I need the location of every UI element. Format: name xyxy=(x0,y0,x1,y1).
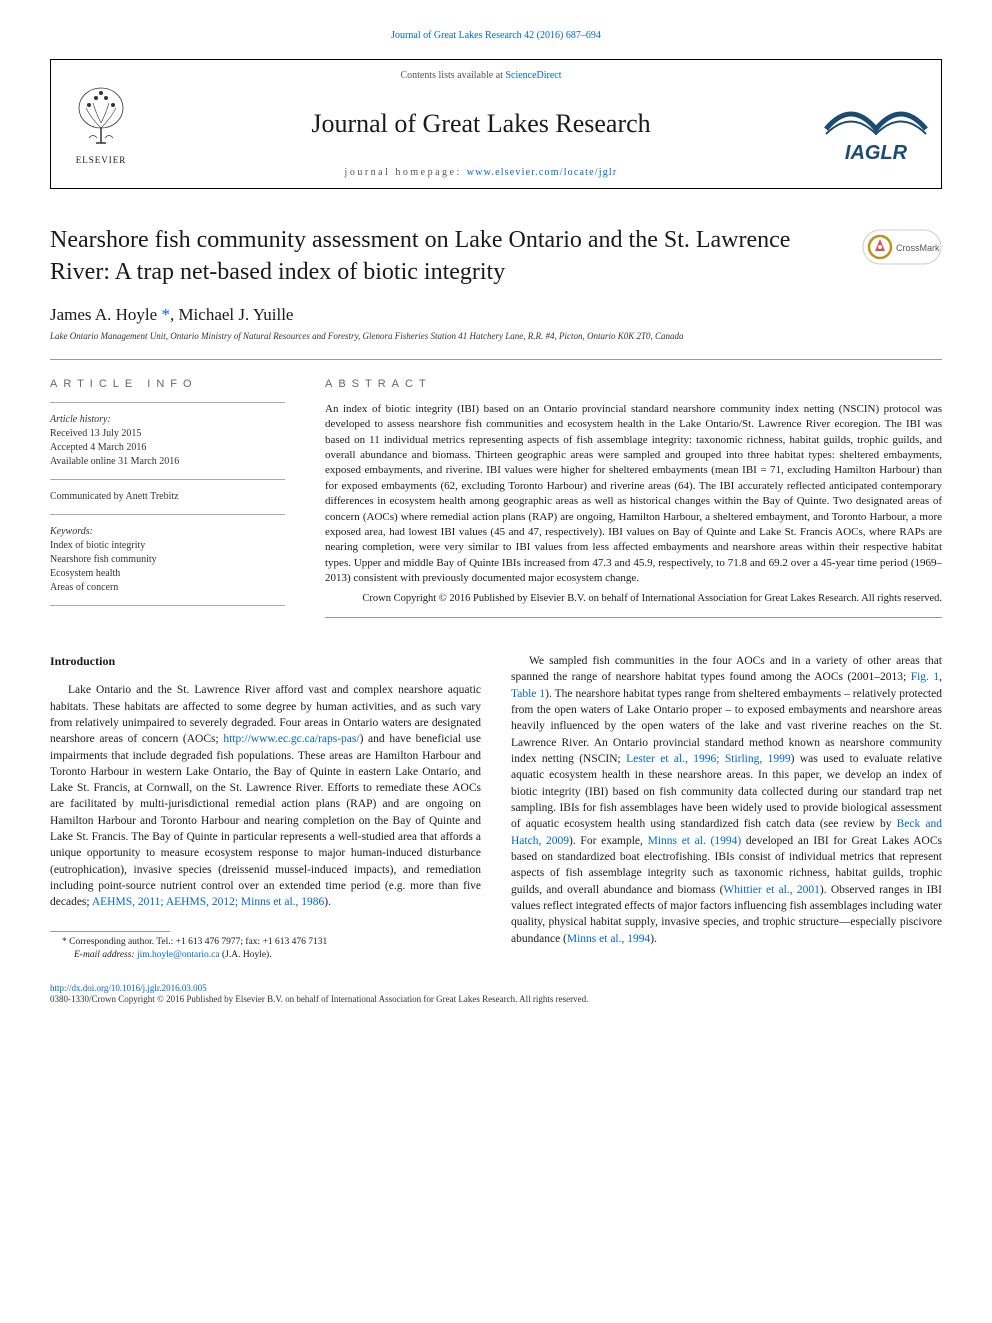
body-paragraph-2: We sampled fish communities in the four … xyxy=(511,653,942,947)
email-label: E-mail address: xyxy=(74,950,137,960)
citation-link[interactable]: Lester et al., 1996; Stirling, 1999 xyxy=(626,753,791,765)
citation-link[interactable]: Whittier et al., 2001 xyxy=(723,884,819,896)
elsevier-logo: ELSEVIER xyxy=(51,60,151,188)
aoc-url-link[interactable]: http://www.ec.gc.ca/raps-pas/ xyxy=(223,733,359,745)
citation-link[interactable]: Minns et al., 1994 xyxy=(567,933,650,945)
svg-text:IAGLR: IAGLR xyxy=(845,142,908,164)
journal-header-box: ELSEVIER Contents lists available at Sci… xyxy=(50,59,942,189)
keywords-block: Keywords: Index of biotic integrity Near… xyxy=(50,525,285,595)
keyword: Index of biotic integrity xyxy=(50,539,285,553)
body-column-left: Introduction Lake Ontario and the St. La… xyxy=(50,653,481,961)
divider-abstract-bottom xyxy=(325,617,942,618)
text-run: ). For example, xyxy=(569,835,648,847)
citation-link[interactable]: Minns et al. (1994) xyxy=(648,835,742,847)
elsevier-text: ELSEVIER xyxy=(76,155,127,165)
iaglr-logo: IAGLR xyxy=(811,60,941,188)
bottom-copyright: 0380-1330/Crown Copyright © 2016 Publish… xyxy=(50,994,942,1004)
email-suffix: (J.A. Hoyle). xyxy=(220,950,272,960)
contents-available-line: Contents lists available at ScienceDirec… xyxy=(400,70,561,81)
header-center: Contents lists available at ScienceDirec… xyxy=(151,60,811,188)
history-online: Available online 31 March 2016 xyxy=(50,455,285,469)
article-info-column: article info Article history: Received 1… xyxy=(50,360,285,618)
abstract-column: abstract An index of biotic integrity (I… xyxy=(325,360,942,618)
authors: James A. Hoyle *, Michael J. Yuille xyxy=(50,305,942,325)
communicated-by: Communicated by Anett Trebitz xyxy=(50,490,285,504)
iaglr-icon: IAGLR xyxy=(821,79,931,169)
footnote-separator xyxy=(50,931,170,932)
text-run: ). xyxy=(324,896,331,908)
body-column-right: We sampled fish communities in the four … xyxy=(511,653,942,961)
journal-name: Journal of Great Lakes Research xyxy=(311,109,650,139)
abstract-text: An index of biotic integrity (IBI) based… xyxy=(325,402,942,587)
figure-link[interactable]: Fig. 1 xyxy=(911,671,939,683)
homepage-link[interactable]: www.elsevier.com/locate/jglr xyxy=(467,167,618,178)
keywords-heading: Keywords: xyxy=(50,525,285,539)
contents-prefix: Contents lists available at xyxy=(400,70,505,81)
homepage-prefix: journal homepage: xyxy=(345,167,467,178)
author-1: James A. Hoyle xyxy=(50,305,161,324)
body-columns: Introduction Lake Ontario and the St. La… xyxy=(50,653,942,961)
corresponding-asterisk[interactable]: * xyxy=(161,305,170,324)
text-run: ). xyxy=(650,933,657,945)
email-link[interactable]: jim.hoyle@ontario.ca xyxy=(137,950,220,960)
title-row: Nearshore fish community assessment on L… xyxy=(50,224,942,289)
article-history: Article history: Received 13 July 2015 A… xyxy=(50,413,285,469)
homepage-line: journal homepage: www.elsevier.com/locat… xyxy=(345,167,618,178)
sciencedirect-link[interactable]: ScienceDirect xyxy=(505,70,561,81)
info-abstract-row: article info Article history: Received 1… xyxy=(50,360,942,618)
citation-link[interactable]: AEHMS, 2011; AEHMS, 2012; Minns et al., … xyxy=(92,896,324,908)
crossmark-icon: CrossMark xyxy=(862,229,942,265)
corresponding-footnote: * Corresponding author. Tel.: +1 613 476… xyxy=(50,936,481,949)
text-run: We sampled fish communities in the four … xyxy=(511,655,942,683)
text-run: , xyxy=(939,671,942,683)
email-footnote: E-mail address: jim.hoyle@ontario.ca (J.… xyxy=(50,949,481,962)
article-title: Nearshore fish community assessment on L… xyxy=(50,224,842,289)
keyword: Ecosystem health xyxy=(50,567,285,581)
affiliation: Lake Ontario Management Unit, Ontario Mi… xyxy=(50,331,942,341)
author-2: , Michael J. Yuille xyxy=(170,305,294,324)
article-info-label: article info xyxy=(50,378,285,390)
table-link[interactable]: Table 1 xyxy=(511,688,545,700)
history-heading: Article history: xyxy=(50,413,285,427)
abstract-label: abstract xyxy=(325,378,942,390)
keyword: Nearshore fish community xyxy=(50,553,285,567)
elsevier-tree-icon xyxy=(71,83,131,153)
introduction-heading: Introduction xyxy=(50,653,481,670)
svg-text:CrossMark: CrossMark xyxy=(896,243,940,253)
abstract-copyright: Crown Copyright © 2016 Published by Else… xyxy=(325,592,942,607)
doi-link[interactable]: http://dx.doi.org/10.1016/j.jglr.2016.03… xyxy=(50,983,942,993)
text-run: ) and have beneficial use impairments th… xyxy=(50,733,481,908)
crossmark-badge[interactable]: CrossMark xyxy=(862,229,942,270)
history-accepted: Accepted 4 March 2016 xyxy=(50,441,285,455)
intro-paragraph-1: Lake Ontario and the St. Lawrence River … xyxy=(50,682,481,911)
keyword: Areas of concern xyxy=(50,581,285,595)
journal-citation-link[interactable]: Journal of Great Lakes Research 42 (2016… xyxy=(50,30,942,41)
history-received: Received 13 July 2015 xyxy=(50,427,285,441)
